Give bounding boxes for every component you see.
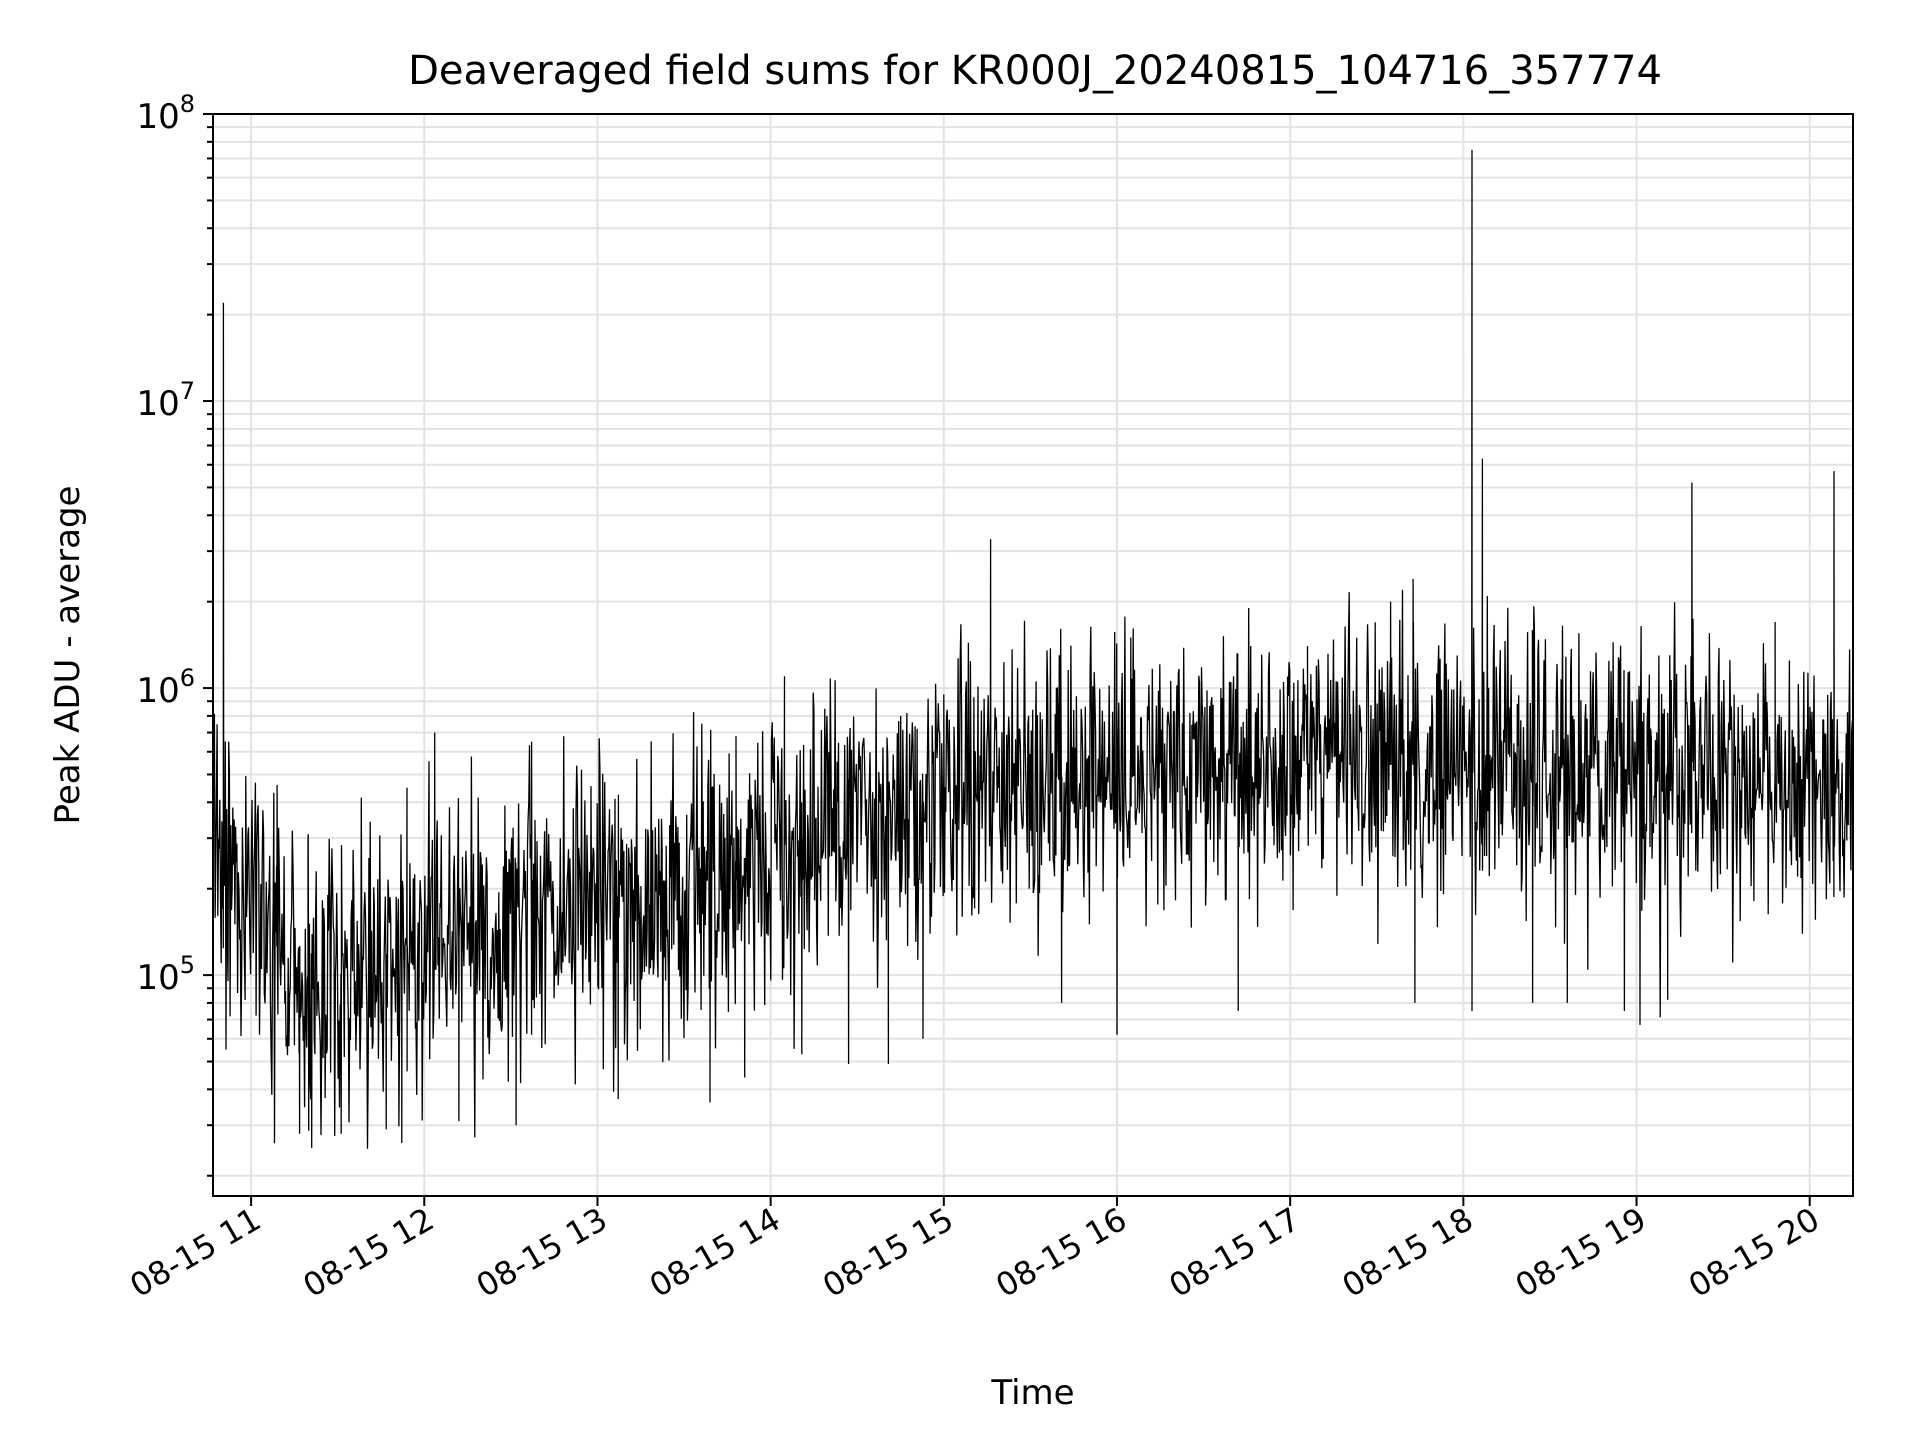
y-tick-exponent: 6 xyxy=(180,664,195,692)
y-tick-base: 10 xyxy=(136,671,179,711)
series-layer xyxy=(212,149,1854,1149)
y-tick-exponent: 8 xyxy=(180,90,195,118)
plot-frame xyxy=(212,113,1854,1197)
y-tick-label: 106 xyxy=(136,664,195,711)
y-tick-base: 10 xyxy=(136,384,179,424)
y-tick-label: 108 xyxy=(136,90,195,137)
y-tick-exponent: 5 xyxy=(180,951,195,979)
y-axis-label: Peak ADU - average xyxy=(48,486,88,825)
series-line xyxy=(212,149,1854,1149)
y-tick-exponent: 7 xyxy=(180,377,195,405)
y-tick-label: 107 xyxy=(136,377,195,424)
chart-title: Deaveraged field sums for KR000J_2024081… xyxy=(408,48,1662,94)
y-tick-base: 10 xyxy=(136,958,179,998)
y-tick-base: 10 xyxy=(136,97,179,137)
y-tick-label: 105 xyxy=(136,951,195,998)
x-axis-label: Time xyxy=(990,1373,1074,1413)
